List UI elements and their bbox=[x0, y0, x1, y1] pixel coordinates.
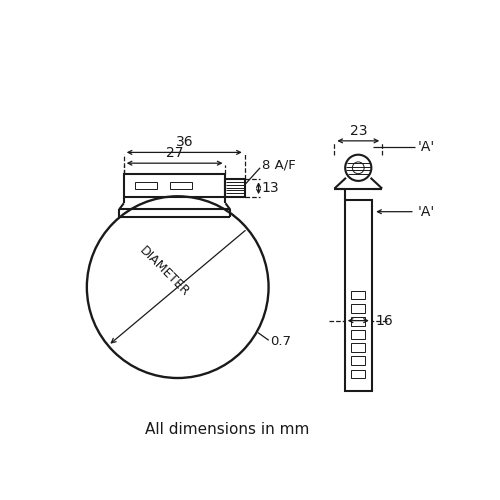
Text: 'A': 'A' bbox=[418, 204, 435, 218]
Text: 8 A/F: 8 A/F bbox=[262, 159, 296, 172]
Text: 13: 13 bbox=[262, 181, 280, 195]
Text: 0.7: 0.7 bbox=[270, 336, 291, 348]
Text: 27: 27 bbox=[166, 146, 184, 160]
Bar bbox=[352, 330, 365, 338]
Text: DIAMETER: DIAMETER bbox=[136, 244, 192, 299]
Bar bbox=[345, 200, 372, 391]
Bar bbox=[124, 174, 226, 197]
Bar bbox=[226, 180, 244, 197]
Bar bbox=[352, 370, 365, 378]
Bar bbox=[352, 317, 365, 326]
Bar bbox=[352, 344, 365, 352]
Bar bbox=[170, 182, 192, 190]
Text: 16: 16 bbox=[376, 314, 394, 328]
Bar bbox=[352, 356, 365, 365]
Text: All dimensions in mm: All dimensions in mm bbox=[144, 422, 309, 437]
Text: 36: 36 bbox=[176, 136, 193, 149]
Text: 23: 23 bbox=[350, 124, 367, 138]
Bar bbox=[136, 182, 157, 190]
Bar bbox=[352, 291, 365, 300]
Bar bbox=[352, 304, 365, 312]
Text: 'A': 'A' bbox=[418, 140, 435, 154]
